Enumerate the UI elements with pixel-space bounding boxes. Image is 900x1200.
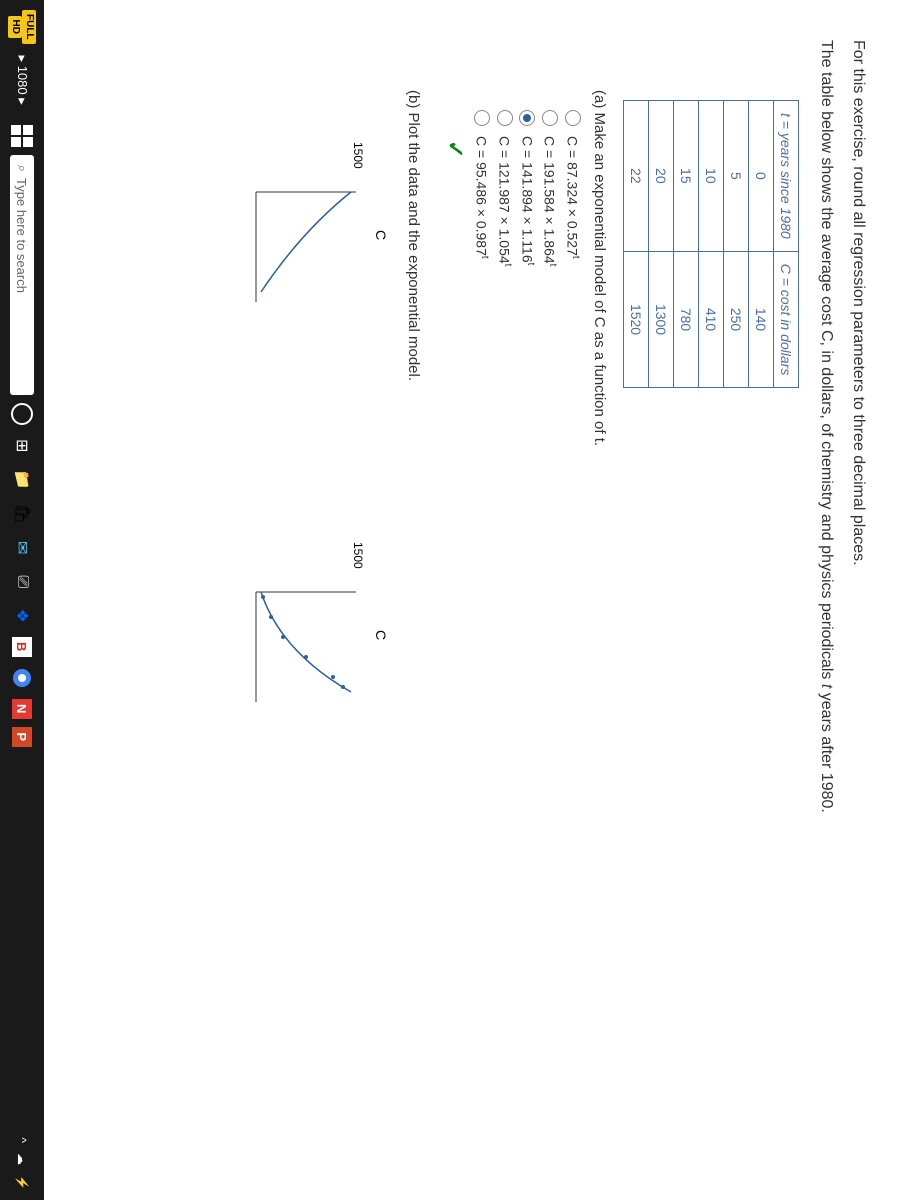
start-button[interactable] bbox=[11, 125, 33, 147]
cell-c: 250 bbox=[724, 251, 749, 388]
table-row: 15780 bbox=[674, 101, 699, 388]
part-a-label: (a) Make an exponential model of C as a … bbox=[591, 90, 608, 1160]
system-tray[interactable]: ^ ☁ ⚡ bbox=[15, 1137, 29, 1190]
option-3[interactable]: C = 141.894 × 1.116t bbox=[519, 110, 536, 1160]
option-formula: C = 121.987 × 1.054t bbox=[496, 136, 513, 266]
problem-text-suffix: years after 1980. bbox=[818, 688, 835, 813]
cell-t: 0 bbox=[749, 101, 774, 252]
search-input[interactable]: ⌕ Type here to search bbox=[10, 155, 34, 395]
taskview-icon[interactable]: ⊞ bbox=[9, 433, 35, 459]
answer-options: C = 87.324 × 0.527t C = 191.584 × 1.864t… bbox=[474, 110, 581, 1160]
cortana-icon[interactable] bbox=[11, 403, 33, 425]
table-row: 221520 bbox=[624, 101, 649, 388]
app-b-icon[interactable]: B bbox=[12, 637, 32, 657]
powerpoint-icon[interactable]: P bbox=[12, 727, 32, 747]
problem-text-prefix: The table below shows the average cost C… bbox=[818, 40, 835, 684]
table-header-t: t = years since 1980 bbox=[774, 101, 799, 252]
cell-c: 780 bbox=[674, 251, 699, 388]
plot-c-label: C bbox=[373, 630, 389, 640]
cell-c: 1300 bbox=[649, 251, 674, 388]
table-row: 10410 bbox=[699, 101, 724, 388]
part-b-label: (b) Plot the data and the exponential mo… bbox=[405, 90, 422, 1160]
full-hd-badge: FULL HD bbox=[8, 10, 36, 44]
cell-c: 1520 bbox=[624, 251, 649, 388]
data-table: t = years since 1980 C = cost in dollars… bbox=[623, 100, 799, 388]
option-formula: C = 95.486 × 0.987t bbox=[474, 136, 491, 259]
radio-icon[interactable] bbox=[565, 110, 581, 126]
plot-option-2[interactable]: C 1500 bbox=[245, 560, 385, 740]
option-2[interactable]: C = 191.584 × 1.864t bbox=[542, 110, 559, 1160]
power-icon[interactable]: ⚡ bbox=[15, 1175, 29, 1190]
cell-c: 140 bbox=[749, 251, 774, 388]
cell-c: 410 bbox=[699, 251, 724, 388]
option-4[interactable]: C = 121.987 × 1.054t bbox=[496, 110, 513, 1160]
chrome-icon[interactable] bbox=[9, 665, 35, 691]
cell-t: 15 bbox=[674, 101, 699, 252]
app-icon[interactable]: ⎚ bbox=[9, 569, 35, 595]
app-n-icon[interactable]: N bbox=[12, 699, 32, 719]
mail-icon[interactable]: ✉ bbox=[9, 535, 35, 561]
option-1[interactable]: C = 87.324 × 0.527t bbox=[564, 110, 581, 1160]
radio-icon[interactable] bbox=[474, 110, 490, 126]
option-formula: C = 191.584 × 1.864t bbox=[542, 136, 559, 266]
radio-icon[interactable] bbox=[542, 110, 558, 126]
resolution-label: ▸ 1080 ▸ bbox=[14, 56, 30, 105]
table-row: 5250 bbox=[724, 101, 749, 388]
dropbox-icon[interactable]: ❖ bbox=[9, 603, 35, 629]
search-placeholder: Type here to search bbox=[15, 178, 30, 293]
tray-up-icon[interactable]: ^ bbox=[15, 1137, 29, 1143]
plot-y-max: 1500 bbox=[351, 542, 365, 569]
cell-t: 10 bbox=[699, 101, 724, 252]
radio-icon[interactable] bbox=[497, 110, 513, 126]
option-5[interactable]: C = 95.486 × 0.987t bbox=[474, 110, 491, 1160]
onedrive-icon[interactable]: ☁ bbox=[15, 1153, 29, 1165]
windows-taskbar[interactable]: FULL HD ▸ 1080 ▸ ⌕ Type here to search ⊞… bbox=[0, 0, 44, 1200]
file-explorer-icon[interactable]: 📁 bbox=[9, 467, 35, 493]
problem-instruction-2: The table below shows the average cost C… bbox=[814, 40, 838, 1160]
plot-svg bbox=[246, 582, 361, 712]
table-row: 0140 bbox=[749, 101, 774, 388]
plot-c-label: C bbox=[373, 230, 389, 240]
search-icon: ⌕ bbox=[14, 165, 30, 172]
option-formula: C = 141.894 × 1.116t bbox=[519, 136, 536, 265]
table-row: 201300 bbox=[649, 101, 674, 388]
plot-svg bbox=[246, 182, 361, 312]
option-formula: C = 87.324 × 0.527t bbox=[564, 136, 581, 259]
cell-t: 22 bbox=[624, 101, 649, 252]
problem-instruction-1: For this exercise, round all regression … bbox=[846, 40, 870, 1160]
plot-options: C 1500 C 1500 bbox=[245, 160, 385, 1160]
cell-t: 5 bbox=[724, 101, 749, 252]
cell-t: 20 bbox=[649, 101, 674, 252]
table-header-c: C = cost in dollars bbox=[774, 251, 799, 388]
radio-icon-selected[interactable] bbox=[519, 110, 535, 126]
plot-option-1[interactable]: C 1500 bbox=[245, 160, 385, 340]
correct-checkmark-icon: ✓ bbox=[442, 140, 468, 1160]
plot-y-max: 1500 bbox=[351, 142, 365, 169]
store-icon[interactable]: 🛍 bbox=[9, 501, 35, 527]
